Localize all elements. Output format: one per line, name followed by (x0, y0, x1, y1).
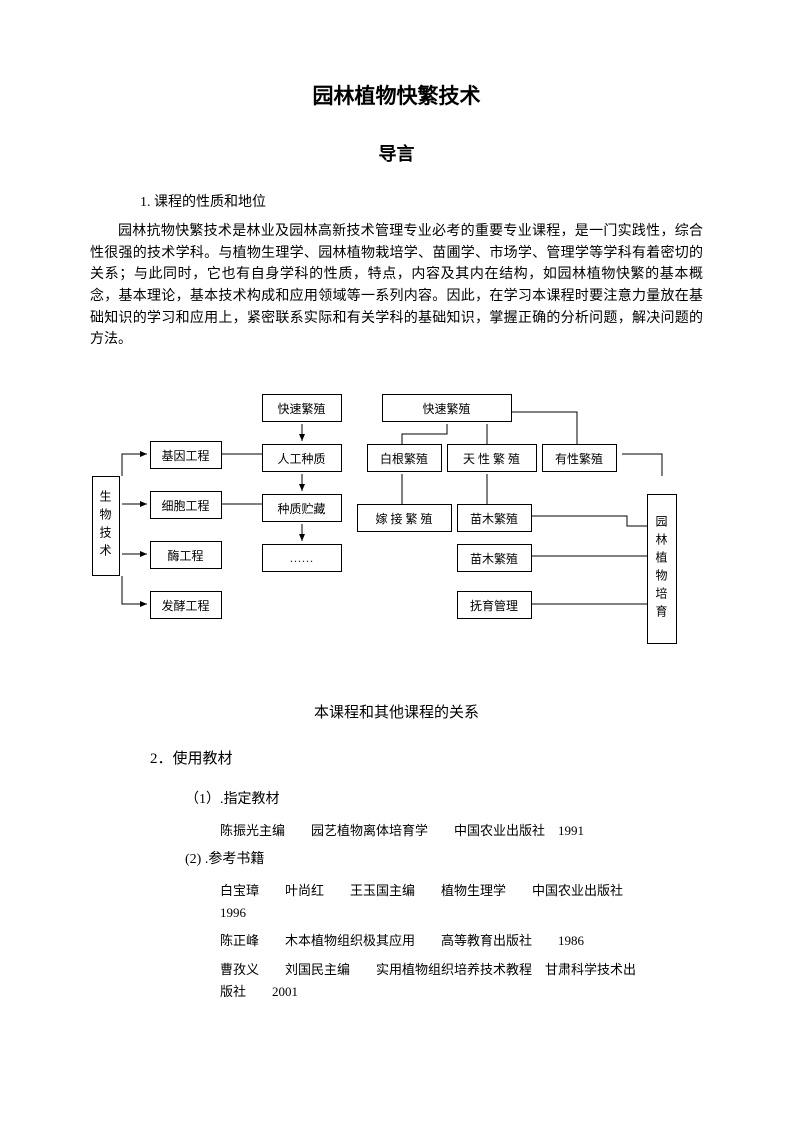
node-garden-plant-cultivation: 园林植物培育 (647, 494, 677, 644)
node-sexual: 有性繁殖 (542, 444, 617, 472)
node-ellipsis: …… (262, 544, 342, 572)
diagram-caption: 本课程和其他课程的关系 (90, 701, 703, 722)
node-rapid-prop-2: 快速繁殖 (382, 394, 512, 422)
page-title: 园林植物快繁技术 (90, 80, 703, 110)
node-gene: 基因工程 (150, 441, 222, 469)
node-natural: 天 性 繁 殖 (447, 444, 537, 472)
node-biotech: 生物技术 (92, 476, 120, 576)
node-seedling-2: 苗木繁殖 (457, 544, 532, 572)
subsection-2-1: （1）.指定教材 (185, 788, 703, 808)
node-bairoot: 白根繁殖 (367, 444, 442, 472)
node-graft: 嫁 接 繁 殖 (357, 504, 452, 532)
section-2-heading: 2．使用教材 (150, 747, 703, 768)
node-ferment: 发酵工程 (150, 591, 222, 619)
reference-3: 陈正峰 木本植物组织极其应用 高等教育出版社 1986 (220, 930, 643, 952)
node-enzyme: 酶工程 (150, 541, 222, 569)
subtitle: 导言 (90, 140, 703, 166)
intro-paragraph: 园林抗物快繁技术是林业及园林高新技术管理专业必考的重要专业课程，是一门实践性，综… (90, 221, 703, 351)
node-artificial-germplasm: 人工种质 (262, 444, 342, 472)
node-cell: 细胞工程 (150, 491, 222, 519)
node-germplasm-storage: 种质贮藏 (262, 494, 342, 522)
node-tending: 抚育管理 (457, 591, 532, 619)
reference-2: 白宝璋 叶尚红 王玉国主编 植物生理学 中国农业出版社 1996 (220, 880, 643, 924)
reference-1: 陈振光主编 园艺植物离体培育学 中国农业出版社 1991 (220, 820, 643, 842)
section-1-heading: 1. 课程的性质和地位 (140, 191, 703, 211)
node-seedling-1: 苗木繁殖 (457, 504, 532, 532)
node-rapid-prop-1: 快速繁殖 (262, 394, 342, 422)
relationship-diagram: 生物技术 基因工程 细胞工程 酶工程 发酵工程 快速繁殖 人工种质 种质贮藏 …… (92, 376, 702, 666)
subsection-2-2: (2) .参考书籍 (185, 848, 703, 868)
reference-4: 曹孜义 刘国民主编 实用植物组织培养技术教程 甘肃科学技术出版社 2001 (220, 959, 643, 1003)
